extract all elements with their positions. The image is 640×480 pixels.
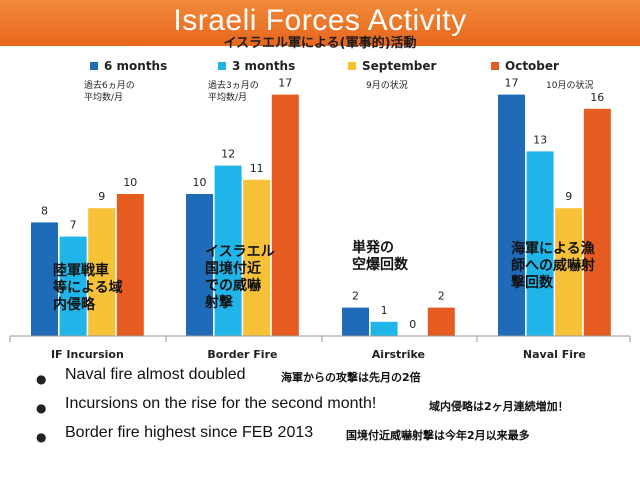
chart-subtitle: イスラエル軍による(軍事的)活動 — [223, 36, 417, 51]
title-bar — [0, 0, 640, 46]
bar-naval-fire-october — [583, 108, 611, 336]
overlay-border: イスラエル 国境付近 での威嚇 射撃 — [205, 244, 275, 311]
note-3-months: 過去3ヵ月の 平均数/月 — [208, 81, 259, 103]
bar-if-incursion-october — [116, 194, 144, 336]
category-label: IF Incursion — [51, 348, 124, 361]
bar-if-incursion-6-months — [31, 222, 58, 336]
bar-border-fire-3-months — [214, 165, 242, 336]
bar-airstrike-6-months — [342, 307, 369, 336]
legend-label: 6 months — [104, 59, 168, 73]
bullet-text-en: Incursions on the rise for the second mo… — [65, 395, 377, 412]
bullet-item: ● Border fire highest since FEB 2013 国境付… — [36, 424, 636, 453]
bullet-text-jp: 域内侵略は2ヶ月連続増加！ — [429, 400, 569, 413]
data-label: 17 — [505, 77, 519, 90]
data-label: 10 — [123, 176, 137, 189]
data-label: 0 — [409, 318, 416, 331]
legend-swatch — [348, 62, 356, 70]
data-label: 11 — [250, 162, 264, 175]
legend-swatch — [218, 62, 226, 70]
bullet-text-en: Border fire highest since FEB 2013 — [65, 424, 314, 441]
data-label: 9 — [565, 190, 572, 203]
legend-item-6-months: 6 months — [90, 59, 167, 73]
note-september: 9月の状況 — [366, 81, 408, 91]
legend-swatch — [90, 62, 98, 70]
data-label: 8 — [41, 204, 48, 217]
legend-swatch — [491, 62, 499, 70]
category-label: Airstrike — [372, 348, 425, 361]
bullet-dot-icon: ● — [36, 401, 47, 415]
bullet-list: ● Naval fire almost doubled 海軍からの攻撃は先月の2… — [36, 366, 636, 453]
data-label: 7 — [70, 219, 77, 232]
bar-naval-fire-3-months — [526, 151, 554, 336]
legend-label: September — [362, 59, 437, 73]
legend-item-september: September — [348, 59, 436, 73]
bar-if-incursion-september — [88, 208, 116, 336]
data-label: 12 — [221, 148, 235, 161]
bar-naval-fire-6-months — [498, 94, 525, 336]
bullet-dot-icon: ● — [36, 372, 47, 386]
note-6-months: 過去6ヵ月の 平均数/月 — [84, 81, 135, 103]
bullet-text-jp: 海軍からの攻撃は先月の2倍 — [281, 371, 421, 384]
bullet-dot-icon: ● — [36, 430, 47, 444]
data-label: 10 — [193, 176, 207, 189]
overlay-airstrike: 単発の 空爆回数 — [352, 240, 408, 273]
legend-label: 3 months — [232, 59, 296, 73]
data-label: 2 — [438, 290, 445, 303]
data-label: 1 — [381, 304, 388, 317]
bar-border-fire-6-months — [186, 194, 213, 336]
bar-border-fire-october — [271, 94, 299, 336]
chart-title: Israeli Forces Activity — [173, 4, 467, 37]
data-label: 13 — [533, 133, 547, 146]
bullet-text-jp: 国境付近威嚇射撃は今年2月以来最多 — [346, 429, 530, 442]
bullet-text-en: Naval fire almost doubled — [65, 366, 246, 383]
legend-item-3-months: 3 months — [218, 59, 295, 73]
data-label: 17 — [278, 77, 292, 90]
overlay-incursion: 陸軍戦車 等による域 内侵略 — [53, 263, 123, 313]
data-label: 2 — [352, 290, 359, 303]
bar-if-incursion-3-months — [59, 236, 87, 336]
overlay-naval: 海軍による漁 師への威嚇射 撃回数 — [511, 241, 595, 291]
data-label: 9 — [98, 190, 105, 203]
legend-label: October — [505, 59, 559, 73]
category-label: Border Fire — [207, 348, 277, 361]
bar-border-fire-september — [243, 179, 271, 336]
bullet-item: ● Naval fire almost doubled 海軍からの攻撃は先月の2… — [36, 366, 636, 395]
data-label: 16 — [590, 91, 604, 104]
bar-airstrike-october — [427, 307, 455, 336]
note-october: 10月の状況 — [546, 81, 594, 91]
bar-airstrike-3-months — [370, 321, 398, 336]
bullet-item: ● Incursions on the rise for the second … — [36, 395, 636, 424]
bar-naval-fire-september — [555, 208, 583, 336]
category-label: Naval Fire — [523, 348, 586, 361]
chart-legend: 6 months 3 months September October — [90, 59, 640, 79]
legend-item-october: October — [491, 59, 559, 73]
